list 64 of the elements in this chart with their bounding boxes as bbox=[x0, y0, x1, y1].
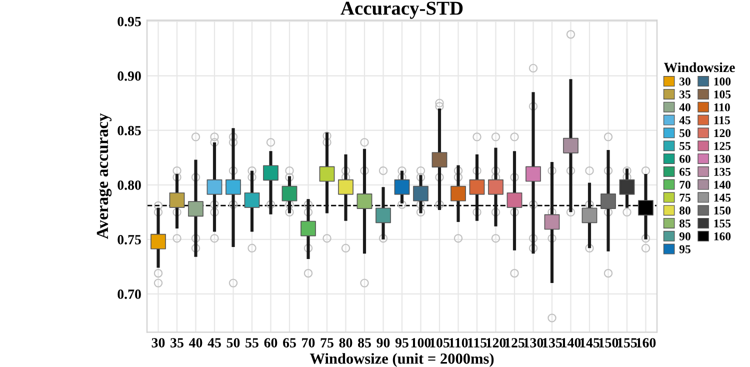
y-tick-label: 0.70 bbox=[118, 290, 141, 299]
legend-label: 135 bbox=[714, 168, 731, 176]
legend-label: 160 bbox=[714, 232, 731, 240]
x-tick-label: 40 bbox=[188, 338, 202, 348]
legend-label: 125 bbox=[714, 142, 731, 150]
x-tick-label: 110 bbox=[449, 338, 468, 348]
legend-label: 45 bbox=[679, 116, 690, 124]
legend-label: 130 bbox=[714, 154, 731, 163]
x-tick-label: 155 bbox=[618, 338, 637, 348]
x-axis-title: Windowsize (unit = 2000ms) bbox=[310, 353, 494, 367]
legend-label: 85 bbox=[679, 219, 690, 228]
x-tick-label: 70 bbox=[302, 338, 315, 348]
x-tick-label: 90 bbox=[376, 338, 390, 348]
x-tick-label: 145 bbox=[580, 338, 600, 348]
x-tick-label: 160 bbox=[636, 338, 656, 348]
legend-label: 105 bbox=[714, 90, 731, 98]
legend-label: 80 bbox=[679, 206, 690, 215]
x-tick-label: 55 bbox=[246, 338, 258, 348]
legend-label: 30 bbox=[680, 78, 690, 86]
x-tick-label: 75 bbox=[320, 338, 334, 348]
y-tick-label: 0.75 bbox=[118, 235, 141, 244]
legend-label: 155 bbox=[714, 220, 731, 228]
legend-label: 100 bbox=[714, 78, 731, 86]
x-tick-label: 65 bbox=[283, 338, 296, 348]
legend-label: 40 bbox=[679, 103, 690, 112]
y-tick-label: 0.85 bbox=[118, 126, 141, 136]
legend-label: 110 bbox=[714, 103, 730, 112]
legend-label: 65 bbox=[680, 168, 690, 176]
x-tick-label: 105 bbox=[430, 338, 450, 348]
x-tick-label: 140 bbox=[561, 338, 581, 348]
x-tick-label: 85 bbox=[358, 338, 371, 348]
legend-label: 55 bbox=[680, 142, 690, 150]
legend-label: 35 bbox=[680, 90, 690, 98]
x-tick-label: 30 bbox=[152, 338, 165, 348]
x-tick-label: 45 bbox=[208, 338, 221, 348]
legend-label: 150 bbox=[714, 206, 731, 215]
chart-title: Accuracy-STD bbox=[340, 2, 463, 19]
x-tick-label: 35 bbox=[170, 338, 184, 348]
x-tick-label: 130 bbox=[524, 338, 544, 348]
legend-label: 90 bbox=[679, 232, 690, 240]
x-tick-label: 80 bbox=[339, 338, 352, 348]
x-tick-label: 135 bbox=[542, 338, 562, 348]
y-tick-label: 0.80 bbox=[118, 180, 141, 190]
x-tick-label: 50 bbox=[226, 338, 240, 348]
x-tick-label: 150 bbox=[598, 338, 618, 348]
legend-label: 120 bbox=[714, 129, 731, 138]
legend-label: 75 bbox=[680, 194, 690, 202]
x-tick-label: 100 bbox=[411, 338, 431, 348]
legend-label: 70 bbox=[680, 180, 690, 189]
legend-label: 115 bbox=[714, 116, 730, 124]
legend-label: 145 bbox=[714, 194, 731, 202]
y-tick-label: 0.90 bbox=[118, 71, 141, 81]
x-tick-label: 115 bbox=[468, 338, 487, 348]
legend-label: 140 bbox=[714, 180, 731, 189]
x-tick-label: 95 bbox=[395, 338, 408, 348]
y-axis-title: Average accuracy bbox=[96, 113, 112, 240]
x-tick-label: 120 bbox=[486, 338, 506, 348]
x-tick-label: 125 bbox=[505, 338, 524, 348]
legend-label: 60 bbox=[680, 154, 690, 163]
x-tick-label: 60 bbox=[264, 338, 278, 348]
y-tick-label: 0.95 bbox=[118, 16, 141, 26]
legend-label: 50 bbox=[680, 129, 690, 138]
legend-label: 95 bbox=[679, 245, 690, 254]
legend-title: Windowsize bbox=[664, 62, 735, 72]
